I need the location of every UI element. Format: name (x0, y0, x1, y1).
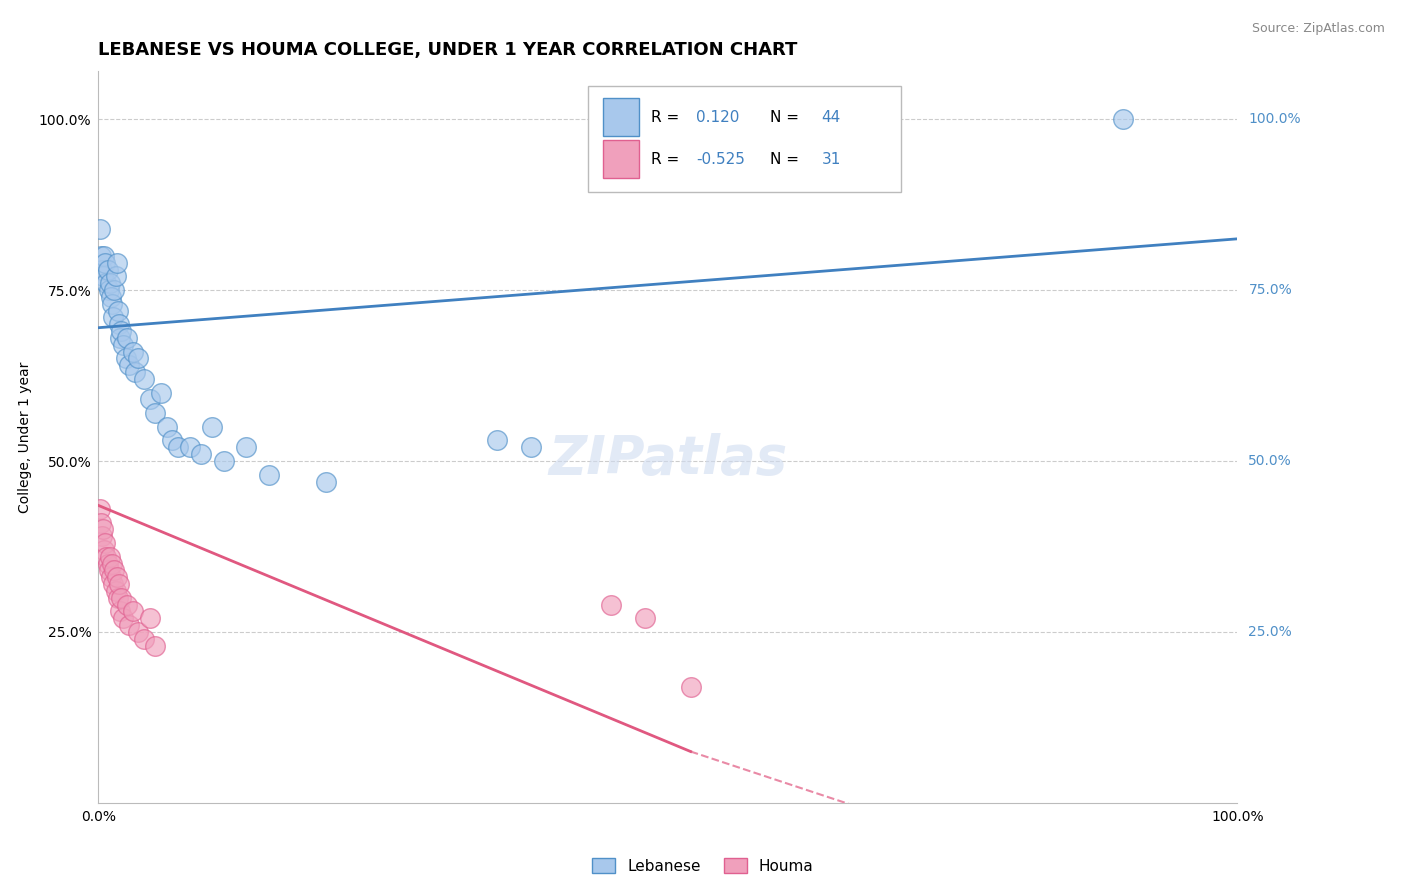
Point (127, 351, 149, 366)
Point (100, 290, 122, 304)
Point (90, 249, 112, 263)
Point (90, 262, 112, 277)
Text: N =: N = (770, 152, 804, 167)
Point (98, 549, 121, 564)
Point (104, 269, 127, 284)
FancyBboxPatch shape (588, 86, 901, 192)
Point (103, 283, 125, 297)
Text: N =: N = (770, 110, 804, 125)
Text: R =: R = (651, 110, 683, 125)
Point (127, 624, 149, 639)
Point (132, 372, 155, 386)
Point (91, 522, 114, 536)
Point (138, 611, 160, 625)
Text: 75.0%: 75.0% (1249, 283, 1292, 297)
Point (98, 277, 121, 291)
Point (105, 256, 128, 270)
Point (520, 440, 543, 454)
Point (94, 256, 117, 270)
Point (167, 440, 190, 454)
Point (132, 632, 155, 646)
Point (634, 611, 657, 625)
Point (156, 420, 179, 434)
Legend: Lebanese, Houma: Lebanese, Houma (586, 852, 820, 880)
Point (150, 385, 173, 400)
Point (162, 434, 184, 448)
Point (118, 618, 141, 632)
Point (91, 269, 114, 284)
Point (201, 420, 224, 434)
Text: Source: ZipAtlas.com: Source: ZipAtlas.com (1251, 22, 1385, 36)
Point (103, 310, 125, 325)
Point (145, 406, 167, 420)
Point (103, 577, 125, 591)
Point (108, 331, 131, 345)
Text: 31: 31 (821, 152, 841, 167)
Point (93, 542, 115, 557)
Point (179, 440, 201, 454)
Point (96, 262, 118, 277)
Point (115, 598, 138, 612)
Point (112, 611, 135, 625)
Y-axis label: College, Under 1 year: College, Under 1 year (18, 361, 32, 513)
Text: ZIPatlas: ZIPatlas (548, 433, 787, 485)
Point (90, 516, 112, 530)
Text: -0.525: -0.525 (696, 152, 745, 167)
Point (107, 303, 129, 318)
Point (108, 604, 131, 618)
Point (124, 365, 146, 379)
Point (107, 591, 129, 605)
Point (235, 440, 257, 454)
Point (145, 639, 167, 653)
Point (110, 591, 132, 605)
Point (100, 570, 122, 584)
Point (486, 434, 509, 448)
Point (96, 549, 118, 564)
Point (94, 536, 117, 550)
FancyBboxPatch shape (603, 98, 640, 136)
Point (138, 392, 160, 407)
Point (90, 529, 112, 543)
Point (112, 338, 135, 352)
Point (121, 344, 143, 359)
Point (118, 359, 141, 373)
Point (114, 351, 136, 366)
Point (89, 501, 111, 516)
Point (96, 277, 118, 291)
FancyBboxPatch shape (603, 140, 640, 178)
Point (679, 680, 702, 694)
Point (108, 577, 131, 591)
Point (110, 324, 132, 338)
Text: 25.0%: 25.0% (1249, 625, 1292, 639)
Point (103, 563, 125, 577)
Point (259, 467, 281, 482)
Point (93, 249, 115, 263)
Text: 0.120: 0.120 (696, 110, 740, 125)
Point (104, 583, 127, 598)
Text: 44: 44 (821, 110, 841, 125)
Text: 100.0%: 100.0% (1249, 112, 1301, 126)
Point (97, 563, 120, 577)
Point (105, 570, 128, 584)
Point (190, 447, 212, 461)
Point (212, 454, 235, 468)
Point (121, 604, 143, 618)
Text: LEBANESE VS HOUMA COLLEGE, UNDER 1 YEAR CORRELATION CHART: LEBANESE VS HOUMA COLLEGE, UNDER 1 YEAR … (98, 41, 797, 59)
Point (97, 283, 120, 297)
Point (89, 221, 111, 235)
Point (108, 318, 131, 332)
Point (600, 598, 623, 612)
Point (101, 297, 124, 311)
Point (315, 475, 337, 489)
Point (115, 331, 138, 345)
Point (101, 557, 124, 571)
Point (1112, 112, 1135, 127)
Text: 50.0%: 50.0% (1249, 454, 1292, 468)
Point (96, 557, 118, 571)
Text: R =: R = (651, 152, 683, 167)
